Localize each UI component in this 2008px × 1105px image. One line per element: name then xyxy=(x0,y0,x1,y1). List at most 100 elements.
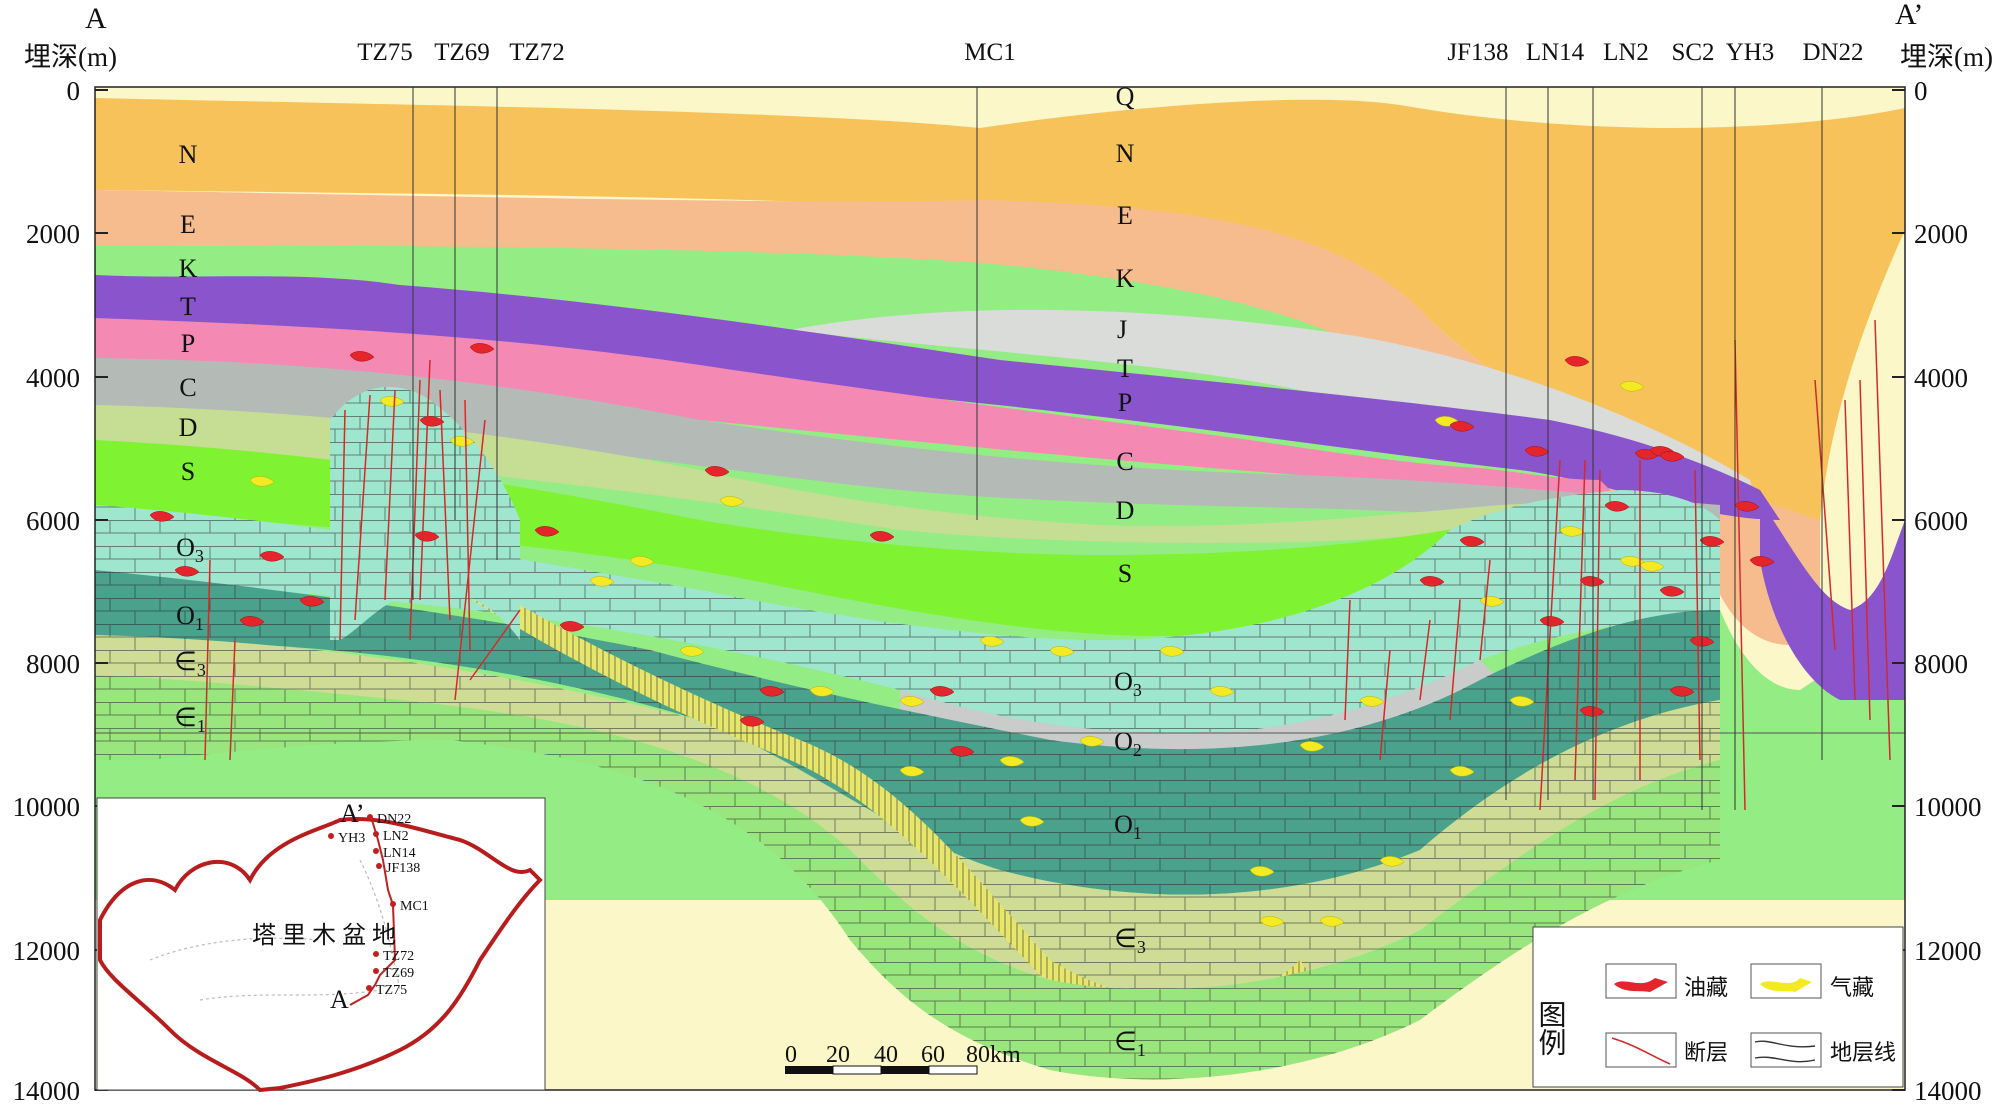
gas-reservoir xyxy=(1619,381,1645,392)
layer-label: T xyxy=(180,292,196,321)
fault-line xyxy=(204,559,211,761)
layer-label: J xyxy=(1117,315,1127,344)
oil-reservoir xyxy=(559,621,585,632)
inset-well-dot xyxy=(373,848,379,854)
oil-reservoir xyxy=(1659,586,1685,597)
layer-label: O1 xyxy=(1114,810,1142,843)
oil-reservoir xyxy=(419,416,445,427)
layer-label: K xyxy=(179,254,198,283)
gas-reservoir xyxy=(999,756,1025,767)
layer-label: ∈1 xyxy=(1114,1027,1146,1060)
layer-N xyxy=(95,98,1905,520)
layer-label: N xyxy=(179,140,198,169)
legend-stratum-line-label: 地层线 xyxy=(1830,1040,1896,1065)
right-tick-label: 14000 xyxy=(1914,1076,1982,1100)
fault-line xyxy=(1574,459,1586,781)
fault-line xyxy=(1419,619,1431,701)
gas-reservoir xyxy=(1249,866,1275,877)
inset-point-bottom: A xyxy=(330,985,349,1014)
east-trough-strata xyxy=(1760,500,1905,700)
oil-reservoir xyxy=(534,526,560,537)
layer-label: Q xyxy=(1116,82,1135,111)
fault-line xyxy=(1874,319,1891,761)
fault-line xyxy=(1814,379,1836,651)
well-labels: TZ75 TZ69 TZ72 MC1 JF138 LN14 LN2 SC2 YH3 DN22 xyxy=(357,39,1863,66)
fault-line xyxy=(1844,399,1856,701)
fault-line xyxy=(1859,379,1871,721)
layer-label: P xyxy=(181,329,195,358)
fault-line xyxy=(1379,649,1391,761)
gas-reservoir xyxy=(449,436,475,447)
oil-reservoir xyxy=(174,566,200,577)
gas-reservoir xyxy=(1299,741,1325,752)
left-tick-label: 8000 xyxy=(26,649,80,679)
section-trace xyxy=(349,819,397,1006)
legend: 图例 油藏 气藏 断层 地层线 xyxy=(1532,926,1904,1088)
legend-stratum-line-icon xyxy=(1754,1040,1816,1063)
fault-line xyxy=(1344,599,1351,721)
well-label: LN2 xyxy=(1603,39,1649,66)
right-tick-label: 4000 xyxy=(1914,363,1968,393)
inset-well-label: DN22 xyxy=(377,812,411,827)
legend-title: 图例 xyxy=(1535,1000,1567,1056)
oil-reservoir xyxy=(414,531,440,542)
inset-well-label: LN14 xyxy=(383,846,416,861)
inset-well-dot xyxy=(390,901,396,907)
oil-reservoir xyxy=(1699,536,1725,547)
gas-reservoir xyxy=(1359,696,1385,707)
well-label: YH3 xyxy=(1726,39,1775,66)
well-label: DN22 xyxy=(1802,39,1863,66)
gas-reservoir xyxy=(1619,556,1645,567)
gas-reservoir xyxy=(899,766,925,777)
layer-label: D xyxy=(179,413,198,442)
inset-well-label: LN2 xyxy=(383,829,409,844)
scale-end-label: 80km xyxy=(966,1042,1021,1068)
layer-label: O1 xyxy=(176,601,204,634)
layer-label: C xyxy=(1116,447,1133,476)
layer-O3-hatch xyxy=(95,490,1720,733)
legend-fault-icon xyxy=(1611,1037,1671,1065)
section-end-label: A’ xyxy=(1895,0,1923,31)
scale-tick-label: 60 xyxy=(921,1042,945,1068)
fault-line xyxy=(464,399,471,651)
basin-outline xyxy=(98,817,543,1093)
oil-reservoir xyxy=(1524,446,1550,457)
inset-well-dot xyxy=(373,831,379,837)
oil-reservoir xyxy=(259,551,285,562)
right-tick-label: 12000 xyxy=(1914,936,1982,966)
oil-reservoir xyxy=(929,686,955,697)
oil-reservoir xyxy=(949,746,975,757)
scale-tick-label: 40 xyxy=(874,1042,898,1068)
fault-line xyxy=(384,389,396,601)
layer-label: D xyxy=(1116,496,1135,525)
gas-reservoir xyxy=(979,636,1005,647)
left-tick-label: 14000 xyxy=(13,1076,81,1100)
fault-line xyxy=(1694,469,1701,761)
gas-reservoir xyxy=(249,476,275,487)
left-axis-title: 埋深(m) xyxy=(24,42,117,72)
inset-well-dot xyxy=(328,833,334,839)
left-tick-label: 0 xyxy=(67,76,81,106)
inset-well-label: MC1 xyxy=(400,899,429,914)
fault-line xyxy=(1449,599,1461,721)
right-tick-label: 10000 xyxy=(1914,792,1982,822)
oil-reservoir xyxy=(1449,421,1475,432)
right-tick-label: 0 xyxy=(1914,76,1928,106)
gas-reservoir xyxy=(379,396,405,407)
layer-O1-hatch xyxy=(95,570,1720,895)
inset-well-dot xyxy=(376,863,382,869)
scale-tick-label: 0 xyxy=(785,1042,797,1068)
layer-label: E xyxy=(1117,201,1133,230)
fault-line xyxy=(1594,469,1601,801)
left-tick-label: 2000 xyxy=(26,219,80,249)
layer-label: ∈3 xyxy=(174,647,206,680)
gas-reservoir xyxy=(1379,856,1405,867)
layer-label: C xyxy=(179,373,196,402)
gas-reservoir xyxy=(1449,766,1475,777)
oil-reservoir xyxy=(1459,536,1485,547)
oil-reservoir xyxy=(149,511,175,522)
